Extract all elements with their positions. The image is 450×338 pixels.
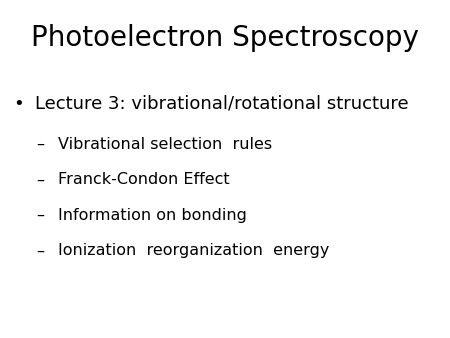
Text: Franck-Condon Effect: Franck-Condon Effect (58, 172, 229, 187)
Text: –: – (36, 172, 44, 187)
Text: Information on bonding: Information on bonding (58, 208, 247, 223)
Text: –: – (36, 243, 44, 258)
Text: Lecture 3: vibrational/rotational structure: Lecture 3: vibrational/rotational struct… (35, 95, 409, 113)
Text: •: • (14, 95, 24, 113)
Text: Ionization  reorganization  energy: Ionization reorganization energy (58, 243, 329, 258)
Text: –: – (36, 137, 44, 152)
Text: Photoelectron Spectroscopy: Photoelectron Spectroscopy (31, 24, 419, 52)
Text: –: – (36, 208, 44, 223)
Text: Vibrational selection  rules: Vibrational selection rules (58, 137, 272, 152)
